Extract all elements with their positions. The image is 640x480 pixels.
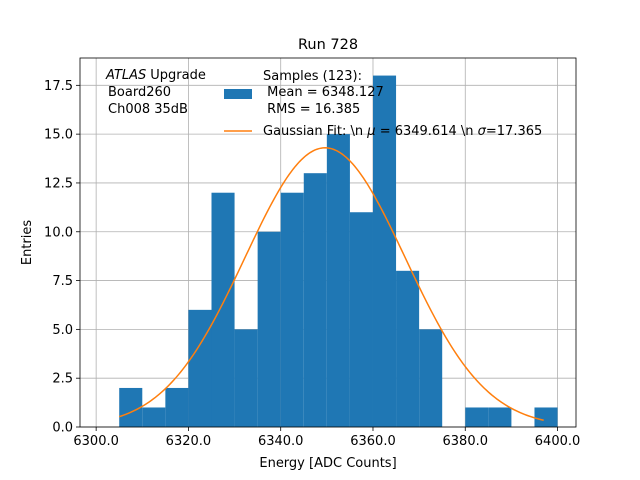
legend-mu-symbol: μ — [366, 124, 375, 139]
x-tick-label: 6300.0 — [73, 434, 119, 449]
y-tick-label: 5.0 — [52, 323, 73, 338]
channel-label: Ch008 35dB — [108, 102, 188, 117]
x-tick-label: 6360.0 — [350, 434, 396, 449]
y-tick-label: 0.0 — [52, 421, 73, 436]
x-tick-label: 6400.0 — [535, 434, 581, 449]
histogram-bar — [372, 75, 397, 428]
chart-title: Run 728 — [298, 37, 358, 53]
histogram-bar — [142, 407, 166, 427]
histogram-bars — [119, 75, 558, 428]
y-axis-ticks: 0.0 2.5 5.0 7.5 10.0 12.5 15.0 17.5 — [44, 79, 80, 436]
histogram-bar — [326, 134, 350, 427]
legend-samples-header: Samples (123): — [263, 69, 362, 84]
x-tick-label: 6320.0 — [166, 434, 212, 449]
atlas-annotation-line1: ATLAS Upgrade — [105, 68, 206, 83]
histogram-bar — [211, 192, 235, 427]
histogram-bar — [465, 407, 489, 427]
x-tick-label: 6380.0 — [443, 434, 489, 449]
legend-histogram-swatch — [224, 89, 252, 99]
x-axis-ticks: 6300.0 6320.0 6340.0 6360.0 6380.0 6400.0 — [73, 427, 580, 449]
y-tick-label: 17.5 — [44, 79, 73, 94]
upgrade-label: Upgrade — [150, 68, 206, 83]
y-tick-label: 12.5 — [44, 176, 73, 191]
board-label: Board260 — [108, 85, 171, 100]
histogram-bar — [488, 407, 512, 427]
legend-sigma-symbol: σ — [478, 124, 487, 139]
x-tick-label: 6340.0 — [258, 434, 304, 449]
legend-samples-mean: Mean = 6348.127 — [263, 85, 384, 100]
y-tick-label: 2.5 — [52, 372, 73, 387]
histogram-bar — [303, 173, 327, 427]
atlas-label: ATLAS — [105, 68, 146, 83]
histogram-bar — [257, 231, 281, 427]
legend: Samples (123): Mean = 6348.127 RMS = 16.… — [224, 69, 542, 139]
histogram-bar — [188, 309, 212, 427]
gaussian-fit-line — [118, 147, 544, 421]
histogram-bar — [165, 387, 189, 427]
legend-samples-rms: RMS = 16.385 — [263, 102, 360, 117]
histogram-bar — [280, 192, 304, 427]
legend-rms-value: RMS = 16.385 — [267, 102, 360, 117]
plot-frame — [79, 57, 577, 428]
histogram-bar — [119, 387, 143, 427]
histogram-bar — [419, 329, 443, 427]
legend-fit-mid: = 6349.614 \n — [376, 124, 478, 139]
legend-fit-suffix: =17.365 — [486, 124, 542, 139]
histogram-bar — [349, 212, 373, 427]
legend-fit-label: Gaussian Fit: \n μ = 6349.614 \n σ=17.36… — [263, 124, 542, 139]
histogram-bar — [534, 407, 558, 427]
legend-mean-value: Mean = 6348.127 — [267, 85, 384, 100]
y-tick-label: 7.5 — [52, 274, 73, 289]
y-tick-label: 10.0 — [44, 225, 73, 240]
y-axis-label: Entries — [20, 220, 35, 266]
y-tick-label: 15.0 — [44, 128, 73, 143]
legend-fit-prefix: Gaussian Fit: \n — [263, 124, 367, 139]
x-axis-label: Energy [ADC Counts] — [259, 456, 396, 471]
histogram-bar — [396, 270, 420, 427]
histogram-bar — [234, 329, 258, 427]
